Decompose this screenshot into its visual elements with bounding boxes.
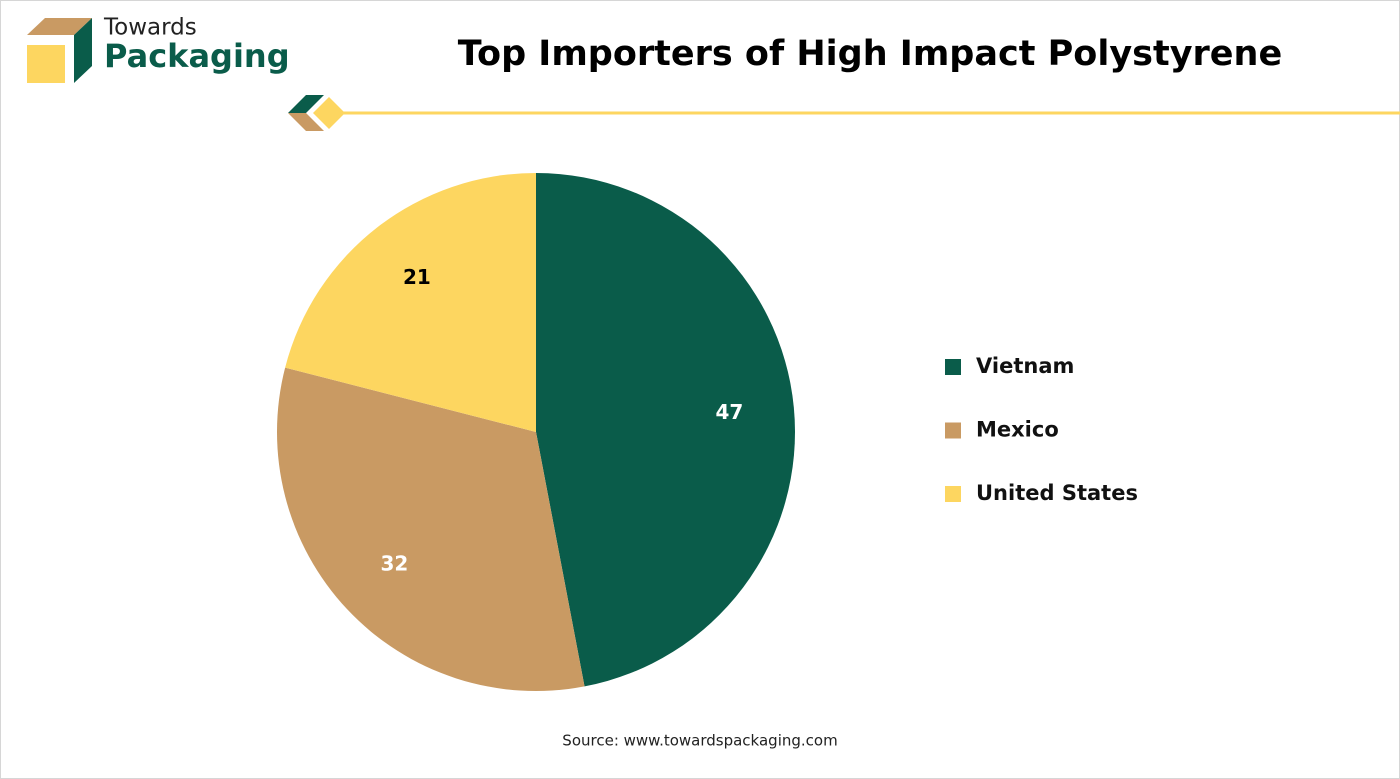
data-label: 47 — [715, 400, 743, 424]
legend-label: United States — [976, 481, 1138, 505]
source: Source: www.towardspackaging.com — [562, 732, 837, 750]
logo-line1: Towards — [103, 15, 197, 41]
legend-label: Vietnam — [976, 354, 1074, 378]
data-label: 32 — [380, 551, 408, 575]
chart-title: Top Importers of High Impact Polystyrene — [458, 34, 1282, 74]
legend-swatch — [945, 486, 961, 502]
legend-label: Mexico — [976, 418, 1059, 442]
divider — [288, 95, 1400, 131]
pie-slice — [536, 173, 795, 687]
logo-line2: Packaging — [104, 37, 290, 75]
data-label: 21 — [403, 265, 431, 289]
pie-slice — [285, 173, 536, 432]
legend-swatch — [945, 422, 961, 439]
legend-swatch — [945, 359, 961, 375]
logo-icon — [27, 18, 92, 83]
pie-slice — [276, 367, 585, 691]
